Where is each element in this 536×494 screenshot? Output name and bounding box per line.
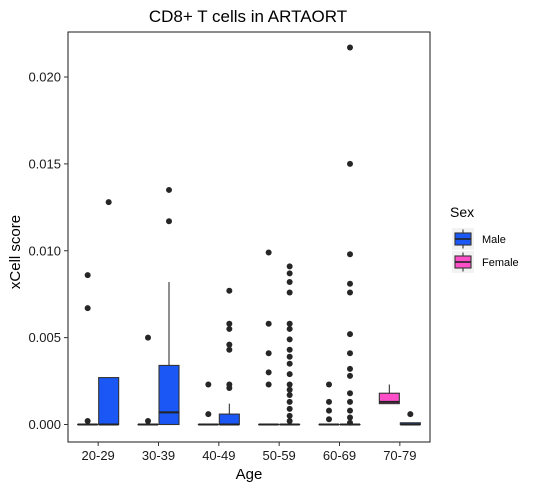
outlier-point <box>287 354 293 360</box>
legend-key-female <box>452 251 474 273</box>
outlier-point <box>287 387 293 393</box>
outlier-point <box>226 342 232 348</box>
outlier-point <box>266 249 272 255</box>
y-tick-label: 0.015 <box>28 156 61 171</box>
outlier-point <box>85 418 91 424</box>
outlier-point <box>347 420 353 426</box>
outlier-point <box>145 335 151 341</box>
outlier-point <box>266 321 272 327</box>
outlier-point <box>205 382 211 388</box>
x-tick-label: 60-69 <box>323 448 356 463</box>
outlier-point <box>347 281 353 287</box>
outlier-point <box>347 289 353 295</box>
outlier-point <box>287 270 293 276</box>
legend-label-male: Male <box>482 234 506 246</box>
outlier-point <box>347 408 353 414</box>
outlier-point <box>266 369 272 375</box>
outlier-point <box>347 399 353 405</box>
outlier-point <box>266 350 272 356</box>
box-body <box>99 378 119 425</box>
outlier-point <box>287 406 293 412</box>
outlier-point <box>326 408 332 414</box>
x-tick-label: 20-29 <box>82 448 115 463</box>
outlier-point <box>326 382 332 388</box>
outlier-point <box>287 361 293 367</box>
outlier-point <box>287 321 293 327</box>
legend-title: Sex <box>450 204 474 220</box>
outlier-point <box>326 416 332 422</box>
x-tick-label: 30-39 <box>142 448 175 463</box>
outlier-point <box>287 371 293 377</box>
y-tick-label: 0.020 <box>28 70 61 85</box>
outlier-point <box>226 385 232 391</box>
outlier-point <box>347 366 353 372</box>
outlier-point <box>326 399 332 405</box>
outlier-point <box>226 288 232 294</box>
legend-key-male <box>452 228 474 250</box>
outlier-point <box>287 347 293 353</box>
x-axis-title: Age <box>236 466 263 483</box>
outlier-point <box>287 279 293 285</box>
outlier-point <box>287 382 293 388</box>
outlier-point <box>226 321 232 327</box>
y-tick-label: 0.010 <box>28 243 61 258</box>
outlier-point <box>287 263 293 269</box>
outlier-point <box>347 350 353 356</box>
outlier-point <box>347 331 353 337</box>
outlier-point <box>85 272 91 278</box>
outlier-point <box>347 373 353 379</box>
box-body <box>159 365 179 424</box>
outlier-point <box>287 336 293 342</box>
box-body <box>219 414 239 424</box>
outlier-point <box>347 161 353 167</box>
outlier-point <box>407 411 413 417</box>
outlier-point <box>347 415 353 421</box>
outlier-point <box>287 392 293 398</box>
outlier-point <box>226 347 232 353</box>
y-axis-title: xCell score <box>7 215 24 289</box>
outlier-point <box>287 413 293 419</box>
outlier-point <box>205 411 211 417</box>
outlier-point <box>287 289 293 295</box>
outlier-point <box>287 418 293 424</box>
outlier-point <box>226 326 232 332</box>
outlier-point <box>266 382 272 388</box>
x-tick-label: 50-59 <box>263 448 296 463</box>
outlier-point <box>347 390 353 396</box>
x-tick-label: 40-49 <box>202 448 235 463</box>
outlier-point <box>347 251 353 257</box>
outlier-point <box>106 199 112 205</box>
outlier-point <box>287 399 293 405</box>
outlier-point <box>347 44 353 50</box>
y-tick-label: 0.005 <box>28 330 61 345</box>
y-tick-label: 0.000 <box>28 417 61 432</box>
x-tick-label: 70-79 <box>383 448 416 463</box>
outlier-point <box>166 187 172 193</box>
outlier-point <box>166 218 172 224</box>
outlier-point <box>85 305 91 311</box>
outlier-point <box>145 418 151 424</box>
outlier-point <box>287 326 293 332</box>
chart-title: CD8+ T cells in ARTAORT <box>149 7 347 26</box>
legend-label-female: Female <box>482 257 519 269</box>
